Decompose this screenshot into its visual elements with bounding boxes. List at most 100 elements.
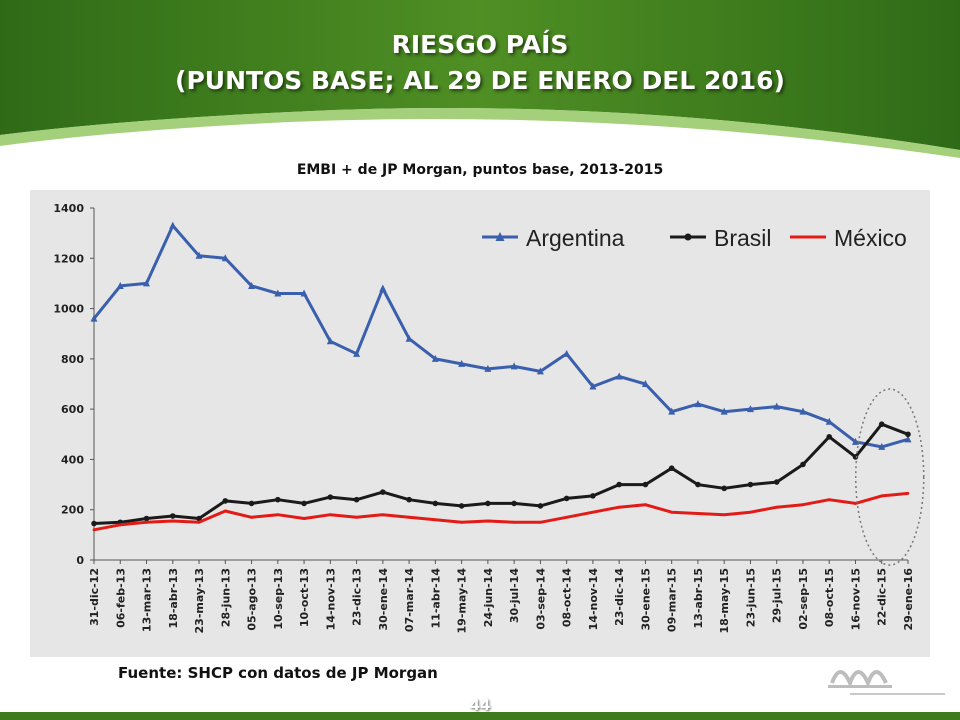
data-point-argentina — [641, 380, 649, 387]
organization-logo — [820, 655, 950, 700]
highlight-ellipse — [854, 388, 925, 566]
x-tick-label: 19-may-14 — [456, 568, 469, 634]
data-point-mexico — [906, 491, 910, 495]
data-point-brasil — [196, 515, 202, 522]
data-point-mexico — [512, 520, 516, 524]
data-point-argentina — [589, 382, 597, 390]
data-point-mexico — [696, 512, 700, 515]
x-tick-label: 29-jul-15 — [771, 568, 784, 623]
x-tick-label: 16-nov-15 — [849, 568, 862, 630]
series-line-mexico — [93, 491, 909, 532]
data-point-mexico — [854, 502, 857, 505]
data-point-argentina — [405, 334, 413, 342]
data-point-mexico — [880, 494, 884, 498]
x-tick-label: 28-jun-13 — [219, 568, 232, 627]
data-point-brasil — [773, 479, 780, 485]
y-tick-label: 1200 — [53, 252, 84, 265]
data-point-argentina — [221, 254, 229, 262]
page-title: RIESGO PAÍS — [391, 30, 569, 59]
y-tick-label: 200 — [61, 504, 84, 517]
data-point-mexico — [197, 520, 201, 524]
data-point-brasil — [222, 498, 229, 504]
x-tick-label: 05-ago-13 — [246, 568, 259, 631]
data-point-argentina — [458, 359, 466, 367]
legend-marker-brasil — [684, 233, 692, 241]
data-point-brasil — [747, 481, 754, 488]
data-point-brasil — [301, 500, 307, 507]
data-point-brasil — [485, 500, 491, 507]
data-point-argentina — [720, 407, 728, 415]
legend-label-brasil: Brasil — [714, 225, 772, 251]
data-point-brasil — [91, 520, 97, 527]
x-tick-label: 23-dic-14 — [613, 568, 626, 626]
data-point-mexico — [722, 513, 726, 517]
data-point-brasil — [432, 500, 439, 507]
page-number: 44 — [469, 696, 491, 714]
data-point-mexico — [92, 528, 96, 532]
data-point-brasil — [511, 500, 517, 507]
x-tick-label: 11-abr-14 — [429, 568, 442, 629]
data-point-argentina — [668, 407, 676, 415]
x-tick-label: 30-ene-14 — [377, 568, 390, 631]
x-tick-label: 08-oct-14 — [561, 568, 574, 627]
data-point-argentina — [326, 337, 334, 345]
x-tick-label: 31-dic-12 — [88, 568, 101, 626]
y-tick-label: 0 — [76, 554, 84, 567]
x-tick-label: 23-may-13 — [193, 568, 206, 633]
x-tick-label: 13-mar-13 — [141, 568, 154, 632]
data-point-mexico — [118, 523, 122, 527]
x-tick-label: 30-ene-15 — [639, 568, 652, 631]
x-tick-label: 10-oct-13 — [298, 568, 311, 627]
data-point-mexico — [145, 520, 148, 524]
data-point-mexico — [644, 503, 647, 507]
data-point-mexico — [617, 505, 621, 509]
data-point-brasil — [353, 496, 360, 503]
series-line-argentina — [92, 224, 909, 449]
data-point-argentina — [379, 284, 387, 292]
data-point-brasil — [169, 513, 176, 519]
page-subtitle: (PUNTOS BASE; AL 29 DE ENERO DEL 2016) — [175, 66, 785, 95]
data-point-mexico — [827, 498, 831, 502]
data-point-mexico — [276, 513, 280, 517]
data-point-argentina — [195, 251, 203, 259]
data-point-mexico — [801, 503, 805, 507]
x-tick-label: 14-nov-14 — [587, 568, 600, 631]
source-note: Fuente: SHCP con datos de JP Morgan — [118, 664, 438, 682]
data-point-argentina — [851, 437, 859, 445]
data-point-argentina — [904, 435, 912, 443]
data-point-argentina — [799, 407, 807, 415]
data-point-brasil — [275, 496, 281, 503]
data-point-mexico — [775, 505, 779, 509]
data-point-mexico — [670, 510, 674, 514]
data-point-argentina — [615, 372, 623, 380]
data-point-argentina — [431, 354, 439, 362]
y-tick-label: 600 — [61, 403, 84, 416]
data-point-brasil — [695, 481, 701, 488]
data-point-argentina — [773, 402, 781, 410]
data-point-brasil — [668, 465, 675, 472]
y-tick-label: 400 — [61, 453, 84, 466]
data-point-argentina — [694, 400, 702, 408]
chart-title: EMBI + de JP Morgan, puntos base, 2013-2… — [296, 162, 664, 178]
x-tick-label: 07-mar-14 — [403, 568, 416, 632]
data-point-argentina — [274, 289, 282, 297]
data-point-argentina — [878, 442, 886, 450]
y-tick-label: 1400 — [53, 202, 84, 215]
data-point-argentina — [563, 349, 571, 357]
x-tick-label: 03-sep-14 — [534, 568, 547, 630]
x-tick-label: 18-may-15 — [718, 568, 731, 633]
y-tick-label: 800 — [61, 353, 84, 366]
data-point-brasil — [878, 421, 885, 428]
x-tick-label: 29-ene-16 — [902, 568, 915, 631]
x-tick-label: 23-jun-15 — [744, 568, 757, 627]
x-tick-label: 24-jun-14 — [482, 568, 495, 628]
data-point-brasil — [327, 494, 334, 500]
footer-bar — [0, 712, 960, 720]
data-point-argentina — [510, 362, 518, 370]
line-chart: 0 200 400 600 800 1000 1200 1400 31-dic-12 06-feb… — [30, 190, 930, 657]
data-point-mexico — [460, 520, 464, 524]
data-point-mexico — [171, 519, 175, 523]
x-tick-label: 14-nov-13 — [324, 568, 337, 630]
data-point-argentina — [536, 367, 544, 375]
data-point-brasil — [248, 500, 255, 507]
